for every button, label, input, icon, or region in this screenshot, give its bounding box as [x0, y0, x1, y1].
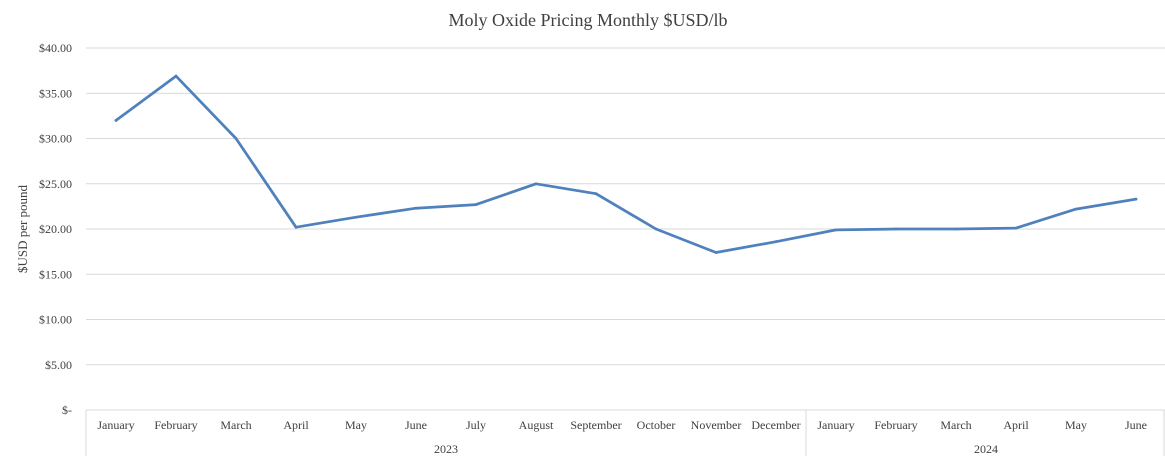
data-point [714, 251, 718, 254]
data-point [414, 206, 418, 210]
x-tick-label: April [283, 418, 309, 432]
x-tick-label: March [940, 418, 971, 432]
y-tick-label: $25.00 [39, 177, 72, 191]
y-tick-label: $- [62, 403, 72, 417]
series-layer [114, 74, 1138, 254]
y-tick-label: $30.00 [39, 132, 72, 146]
x-tick-label: April [1003, 418, 1029, 432]
y-tick-label: $10.00 [39, 313, 72, 327]
x-tick-label: June [405, 418, 427, 432]
data-point [294, 225, 298, 229]
data-point [774, 240, 778, 244]
data-point [234, 137, 238, 140]
data-point [834, 228, 838, 232]
y-tick-label: $40.00 [39, 41, 72, 55]
x-tick-label: May [1065, 418, 1087, 432]
y-tick-label: $5.00 [45, 358, 72, 372]
x-tick-label: December [751, 418, 800, 432]
x-tick-label: May [345, 418, 367, 432]
data-point [354, 215, 358, 219]
y-axis-label: $USD per pound [15, 184, 30, 273]
data-point [474, 203, 478, 206]
x-tick-label: January [817, 418, 854, 432]
x-tick-label: February [154, 418, 197, 432]
y-tick-label: $35.00 [39, 86, 72, 100]
data-point [1074, 207, 1078, 211]
x-tick-label: July [466, 418, 486, 432]
x-tick-label: August [519, 418, 554, 432]
y-axis-ticks: $- $5.00 $10.00 $15.00 $20.00 $25.00 $30.00 $35… [39, 41, 72, 417]
x-tick-label: March [220, 418, 251, 432]
data-point [654, 227, 658, 231]
data-point [174, 74, 178, 78]
data-point [114, 119, 118, 122]
x-group-label: 2023 [434, 442, 458, 456]
x-tick-label: January [97, 418, 134, 432]
x-axis: January February March April May June July Augu… [85, 409, 1165, 456]
data-point [1134, 197, 1138, 201]
x-group-label: 2024 [974, 442, 998, 456]
x-tick-label: November [691, 418, 742, 432]
data-point [534, 182, 538, 186]
data-point [894, 227, 898, 231]
series-line [114, 74, 1138, 254]
x-tick-label: October [637, 418, 676, 432]
chart-title: Moly Oxide Pricing Monthly $USD/lb [448, 10, 727, 30]
y-tick-label: $15.00 [39, 267, 72, 281]
x-tick-label: February [874, 418, 917, 432]
data-point [954, 227, 958, 231]
data-point [594, 192, 598, 196]
x-tick-label: September [570, 418, 621, 432]
x-tick-label: June [1125, 418, 1147, 432]
data-point [1014, 226, 1018, 230]
y-tick-label: $20.00 [39, 222, 72, 236]
gridlines [86, 47, 1165, 366]
